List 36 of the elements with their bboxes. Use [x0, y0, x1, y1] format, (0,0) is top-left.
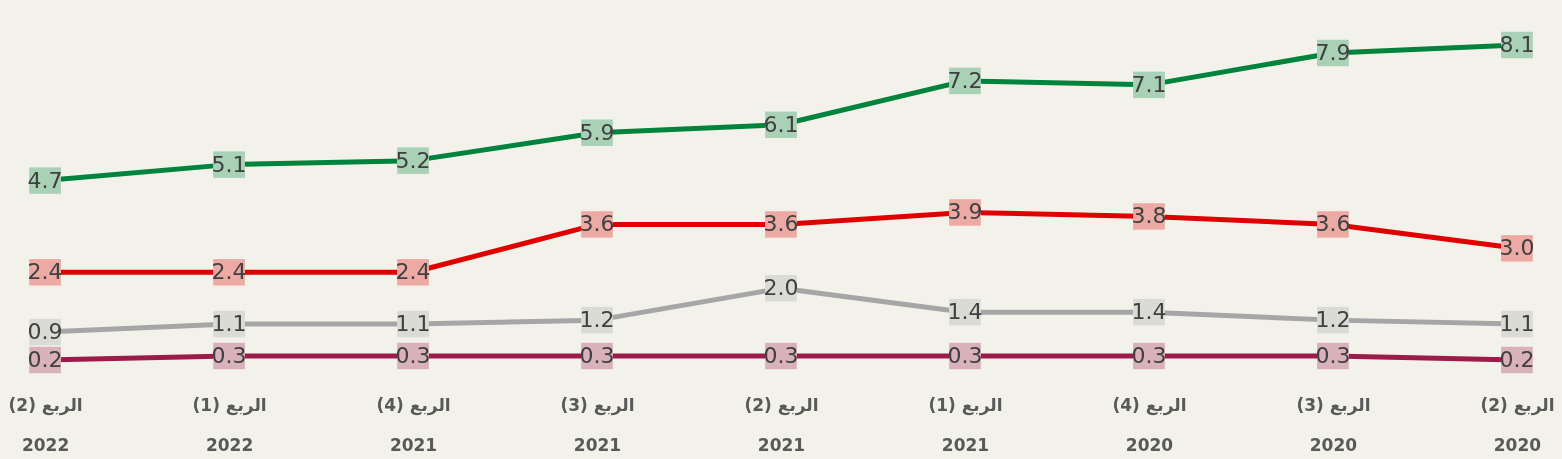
- data-label: 0.3: [1315, 343, 1351, 369]
- data-label: 2.4: [395, 259, 431, 285]
- data-label: 7.1: [1131, 71, 1167, 97]
- data-label: 5.9: [579, 119, 615, 145]
- data-label: 3.8: [1131, 203, 1167, 229]
- data-label: 5.1: [211, 151, 247, 177]
- data-label: 1.1: [211, 311, 247, 337]
- data-label: 1.4: [947, 299, 983, 325]
- data-label: 0.2: [27, 347, 63, 372]
- data-label: 2.4: [27, 259, 63, 285]
- data-label: 0.3: [947, 343, 983, 369]
- data-label: 2.4: [211, 259, 247, 285]
- data-label: 0.3: [579, 343, 615, 369]
- data-label: 1.1: [1499, 311, 1535, 337]
- data-label: 7.9: [1315, 39, 1351, 65]
- data-label: 7.2: [947, 67, 983, 93]
- data-label: 4.7: [27, 167, 63, 193]
- data-label: 3.6: [579, 211, 615, 237]
- data-label: 0.3: [395, 343, 431, 369]
- data-label: 3.6: [763, 211, 799, 237]
- data-label: 1.4: [1131, 299, 1167, 325]
- data-label: 0.3: [211, 343, 247, 369]
- data-label: 0.9: [27, 319, 63, 345]
- data-label: 6.1: [763, 111, 799, 137]
- data-label: 2.0: [763, 275, 799, 301]
- data-label: 3.6: [1315, 211, 1351, 237]
- data-label: 5.2: [395, 147, 431, 173]
- data-label: 3.9: [947, 199, 983, 225]
- data-label: 8.1: [1499, 32, 1535, 57]
- data-label: 1.2: [579, 307, 615, 333]
- data-label: 1.1: [395, 311, 431, 337]
- data-label: 3.0: [1499, 235, 1535, 261]
- data-label: 1.2: [1315, 307, 1351, 333]
- data-label: 0.3: [1131, 343, 1167, 369]
- data-label: 0.2: [1499, 347, 1535, 372]
- data-label: 0.3: [763, 343, 799, 369]
